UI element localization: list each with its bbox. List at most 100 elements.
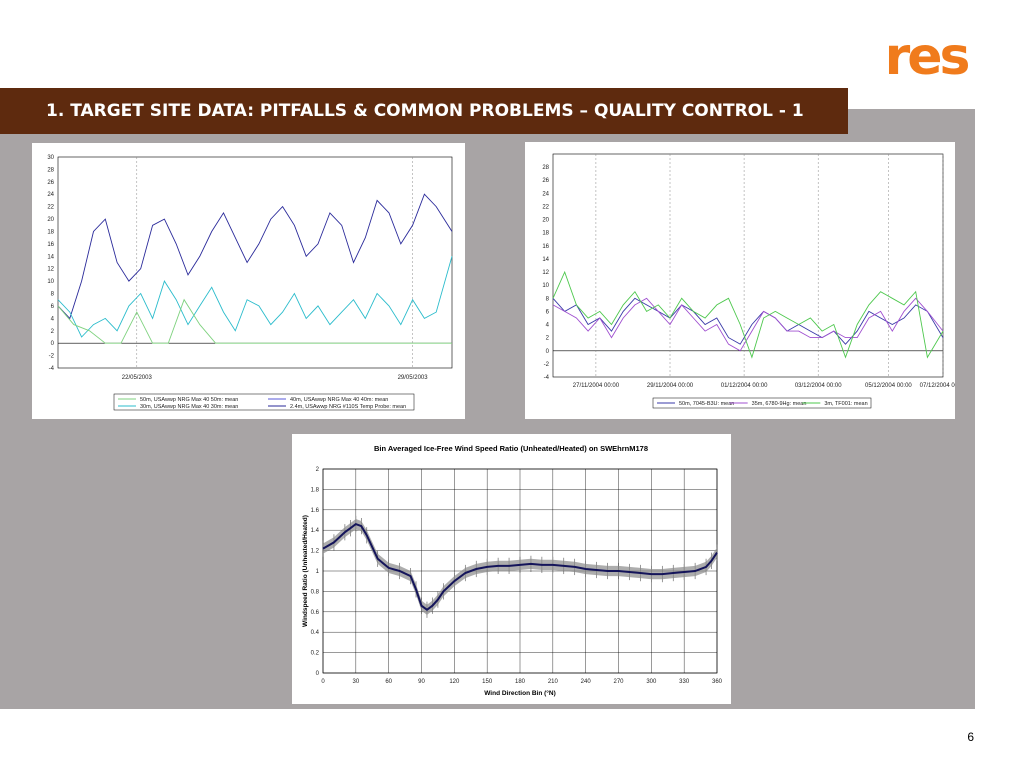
windspeed-ratio-chart-svg: Bin Averaged Ice-Free Wind Speed Ratio (… bbox=[302, 444, 723, 697]
x-tick-label: 07/12/2004 00:00 bbox=[920, 383, 955, 389]
y-tick-label: 24 bbox=[542, 191, 549, 197]
y-tick-label: -2 bbox=[49, 354, 55, 360]
legend-entry: 50m, USAwwp NRG Max 40 50m: mean bbox=[140, 397, 238, 403]
y-tick-label: 10 bbox=[542, 283, 549, 289]
y-tick-label: 1.2 bbox=[311, 549, 320, 555]
y-tick-label: 8 bbox=[51, 292, 55, 298]
x-tick-label: 27/11/2004 00:00 bbox=[573, 383, 620, 389]
y-tick-label: 20 bbox=[47, 217, 54, 223]
y-tick-label: 0.4 bbox=[311, 630, 320, 636]
x-tick-label: 05/12/2004 00:00 bbox=[865, 383, 912, 389]
y-tick-label: 8 bbox=[546, 296, 550, 302]
series-line bbox=[57, 298, 452, 344]
slide-title-bar: 1. TARGET SITE DATA: PITFALLS & COMMON P… bbox=[0, 88, 848, 134]
y-tick-label: 30 bbox=[47, 155, 54, 161]
x-tick-label: 29/11/2004 00:00 bbox=[647, 383, 694, 389]
series-line bbox=[552, 270, 944, 359]
x-tick-label: 60 bbox=[385, 679, 392, 685]
y-tick-label: 0.8 bbox=[311, 589, 320, 595]
series-line bbox=[322, 522, 718, 612]
x-tick-label: 270 bbox=[613, 679, 624, 685]
x-tick-label: 150 bbox=[482, 679, 493, 685]
x-tick-label: 0 bbox=[321, 679, 325, 685]
y-tick-label: 2 bbox=[51, 329, 55, 335]
x-tick-label: 300 bbox=[646, 679, 657, 685]
y-tick-label: 28 bbox=[542, 165, 549, 171]
y-tick-label: 4 bbox=[546, 323, 550, 329]
res-logo: res bbox=[876, 27, 976, 87]
legend-entry: 2.4m, USAwwp NRG #110S Temp Probe: mean bbox=[290, 404, 406, 410]
y-tick-label: 4 bbox=[51, 316, 55, 322]
y-tick-label: 16 bbox=[47, 242, 54, 248]
x-tick-label: 240 bbox=[581, 679, 592, 685]
legend-box bbox=[652, 397, 872, 409]
y-tick-label: 0 bbox=[546, 349, 550, 355]
legend-entry: 50m, 7045-B3U: mean bbox=[679, 401, 734, 407]
legend-entry: 3m, TF001: mean bbox=[824, 401, 867, 407]
slide-title: 1. TARGET SITE DATA: PITFALLS & COMMON P… bbox=[46, 101, 804, 121]
x-tick-label: 29/05/2003 bbox=[398, 375, 429, 381]
y-tick-label: 2 bbox=[546, 336, 550, 342]
y-tick-label: 0.2 bbox=[311, 651, 320, 657]
y-axis-label: Windspeed Ratio (Unheated/Heated) bbox=[302, 515, 309, 627]
x-tick-label: 210 bbox=[548, 679, 559, 685]
y-tick-label: -4 bbox=[544, 375, 550, 381]
anemometer-comparison-chart: 28 26 24 22 20 18 16 14 12 10 8 6 4 2 0 -2 -4 27/11/2004 … bbox=[525, 142, 955, 419]
series-line bbox=[57, 193, 453, 320]
x-tick-label: 330 bbox=[679, 679, 690, 685]
y-tick-label: 1 bbox=[316, 569, 320, 575]
temperature-windspeed-chart: 30 28 26 24 22 20 18 16 14 12 10 8 6 4 2 0 -2 -4 22/05/200… bbox=[32, 143, 465, 419]
plot-frame bbox=[552, 153, 944, 378]
y-tick-label: 1.8 bbox=[311, 487, 320, 493]
windspeed-ratio-chart: Bin Averaged Ice-Free Wind Speed Ratio (… bbox=[292, 434, 731, 704]
x-tick-label: 360 bbox=[712, 679, 723, 685]
x-tick-label: 30 bbox=[352, 679, 359, 685]
legend-entry: 40m, USAwwp NRG Max 40 40m: mean bbox=[290, 397, 388, 403]
y-tick-label: 24 bbox=[47, 192, 54, 198]
y-tick-label: 14 bbox=[47, 254, 54, 260]
legend-entry: 35m, 6780-9Hg: mean bbox=[752, 401, 807, 407]
anemometer-comparison-chart-svg: 2826242220181614121086420-2-427/11/2004 … bbox=[542, 153, 955, 409]
y-tick-label: 6 bbox=[51, 304, 55, 310]
y-tick-label: 0 bbox=[51, 341, 55, 347]
y-tick-label: 28 bbox=[47, 167, 54, 173]
y-tick-label: 6 bbox=[546, 309, 550, 315]
legend-box bbox=[113, 393, 415, 411]
y-tick-label: 18 bbox=[47, 229, 54, 235]
y-tick-label: 0 bbox=[316, 671, 320, 677]
plot-frame bbox=[322, 468, 718, 674]
page-number: 6 bbox=[967, 730, 974, 744]
y-tick-label: 16 bbox=[542, 244, 549, 250]
x-tick-label: 180 bbox=[515, 679, 526, 685]
x-tick-label: 03/12/2004 00:00 bbox=[795, 383, 842, 389]
y-tick-label: 12 bbox=[542, 270, 549, 276]
y-tick-label: 12 bbox=[47, 267, 54, 273]
temperature-windspeed-chart-svg: 302826242220181614121086420-2-422/05/200… bbox=[47, 155, 453, 411]
y-tick-label: 22 bbox=[542, 204, 549, 210]
x-tick-label: 01/12/2004 00:00 bbox=[721, 383, 768, 389]
y-tick-label: 2 bbox=[316, 467, 320, 473]
y-tick-label: 1.6 bbox=[311, 508, 320, 514]
x-tick-label: 120 bbox=[449, 679, 460, 685]
y-tick-label: 22 bbox=[47, 205, 54, 211]
series-line bbox=[57, 256, 453, 338]
y-tick-label: 1.4 bbox=[311, 528, 320, 534]
y-tick-label: 20 bbox=[542, 218, 549, 224]
y-tick-label: 14 bbox=[542, 257, 549, 263]
legend-entry: 30m, USAwwp NRG Max 40 30m: mean bbox=[140, 404, 238, 410]
y-tick-label: 26 bbox=[47, 180, 54, 186]
y-tick-label: 0.6 bbox=[311, 610, 320, 616]
y-tick-label: 10 bbox=[47, 279, 54, 285]
res-logo-graphic: res bbox=[885, 27, 972, 87]
res-logo-text: res bbox=[885, 28, 969, 82]
x-tick-label: 22/05/2003 bbox=[122, 375, 153, 381]
y-tick-label: 18 bbox=[542, 231, 549, 237]
chart-title: Bin Averaged Ice-Free Wind Speed Ratio (… bbox=[374, 444, 648, 453]
plot-frame bbox=[57, 156, 453, 369]
y-tick-label: -4 bbox=[49, 366, 55, 372]
y-tick-label: -2 bbox=[544, 362, 550, 368]
x-axis-label: Wind Direction Bin (°N) bbox=[484, 689, 556, 697]
error-band bbox=[323, 519, 717, 615]
x-tick-label: 90 bbox=[418, 679, 425, 685]
y-tick-label: 26 bbox=[542, 178, 549, 184]
